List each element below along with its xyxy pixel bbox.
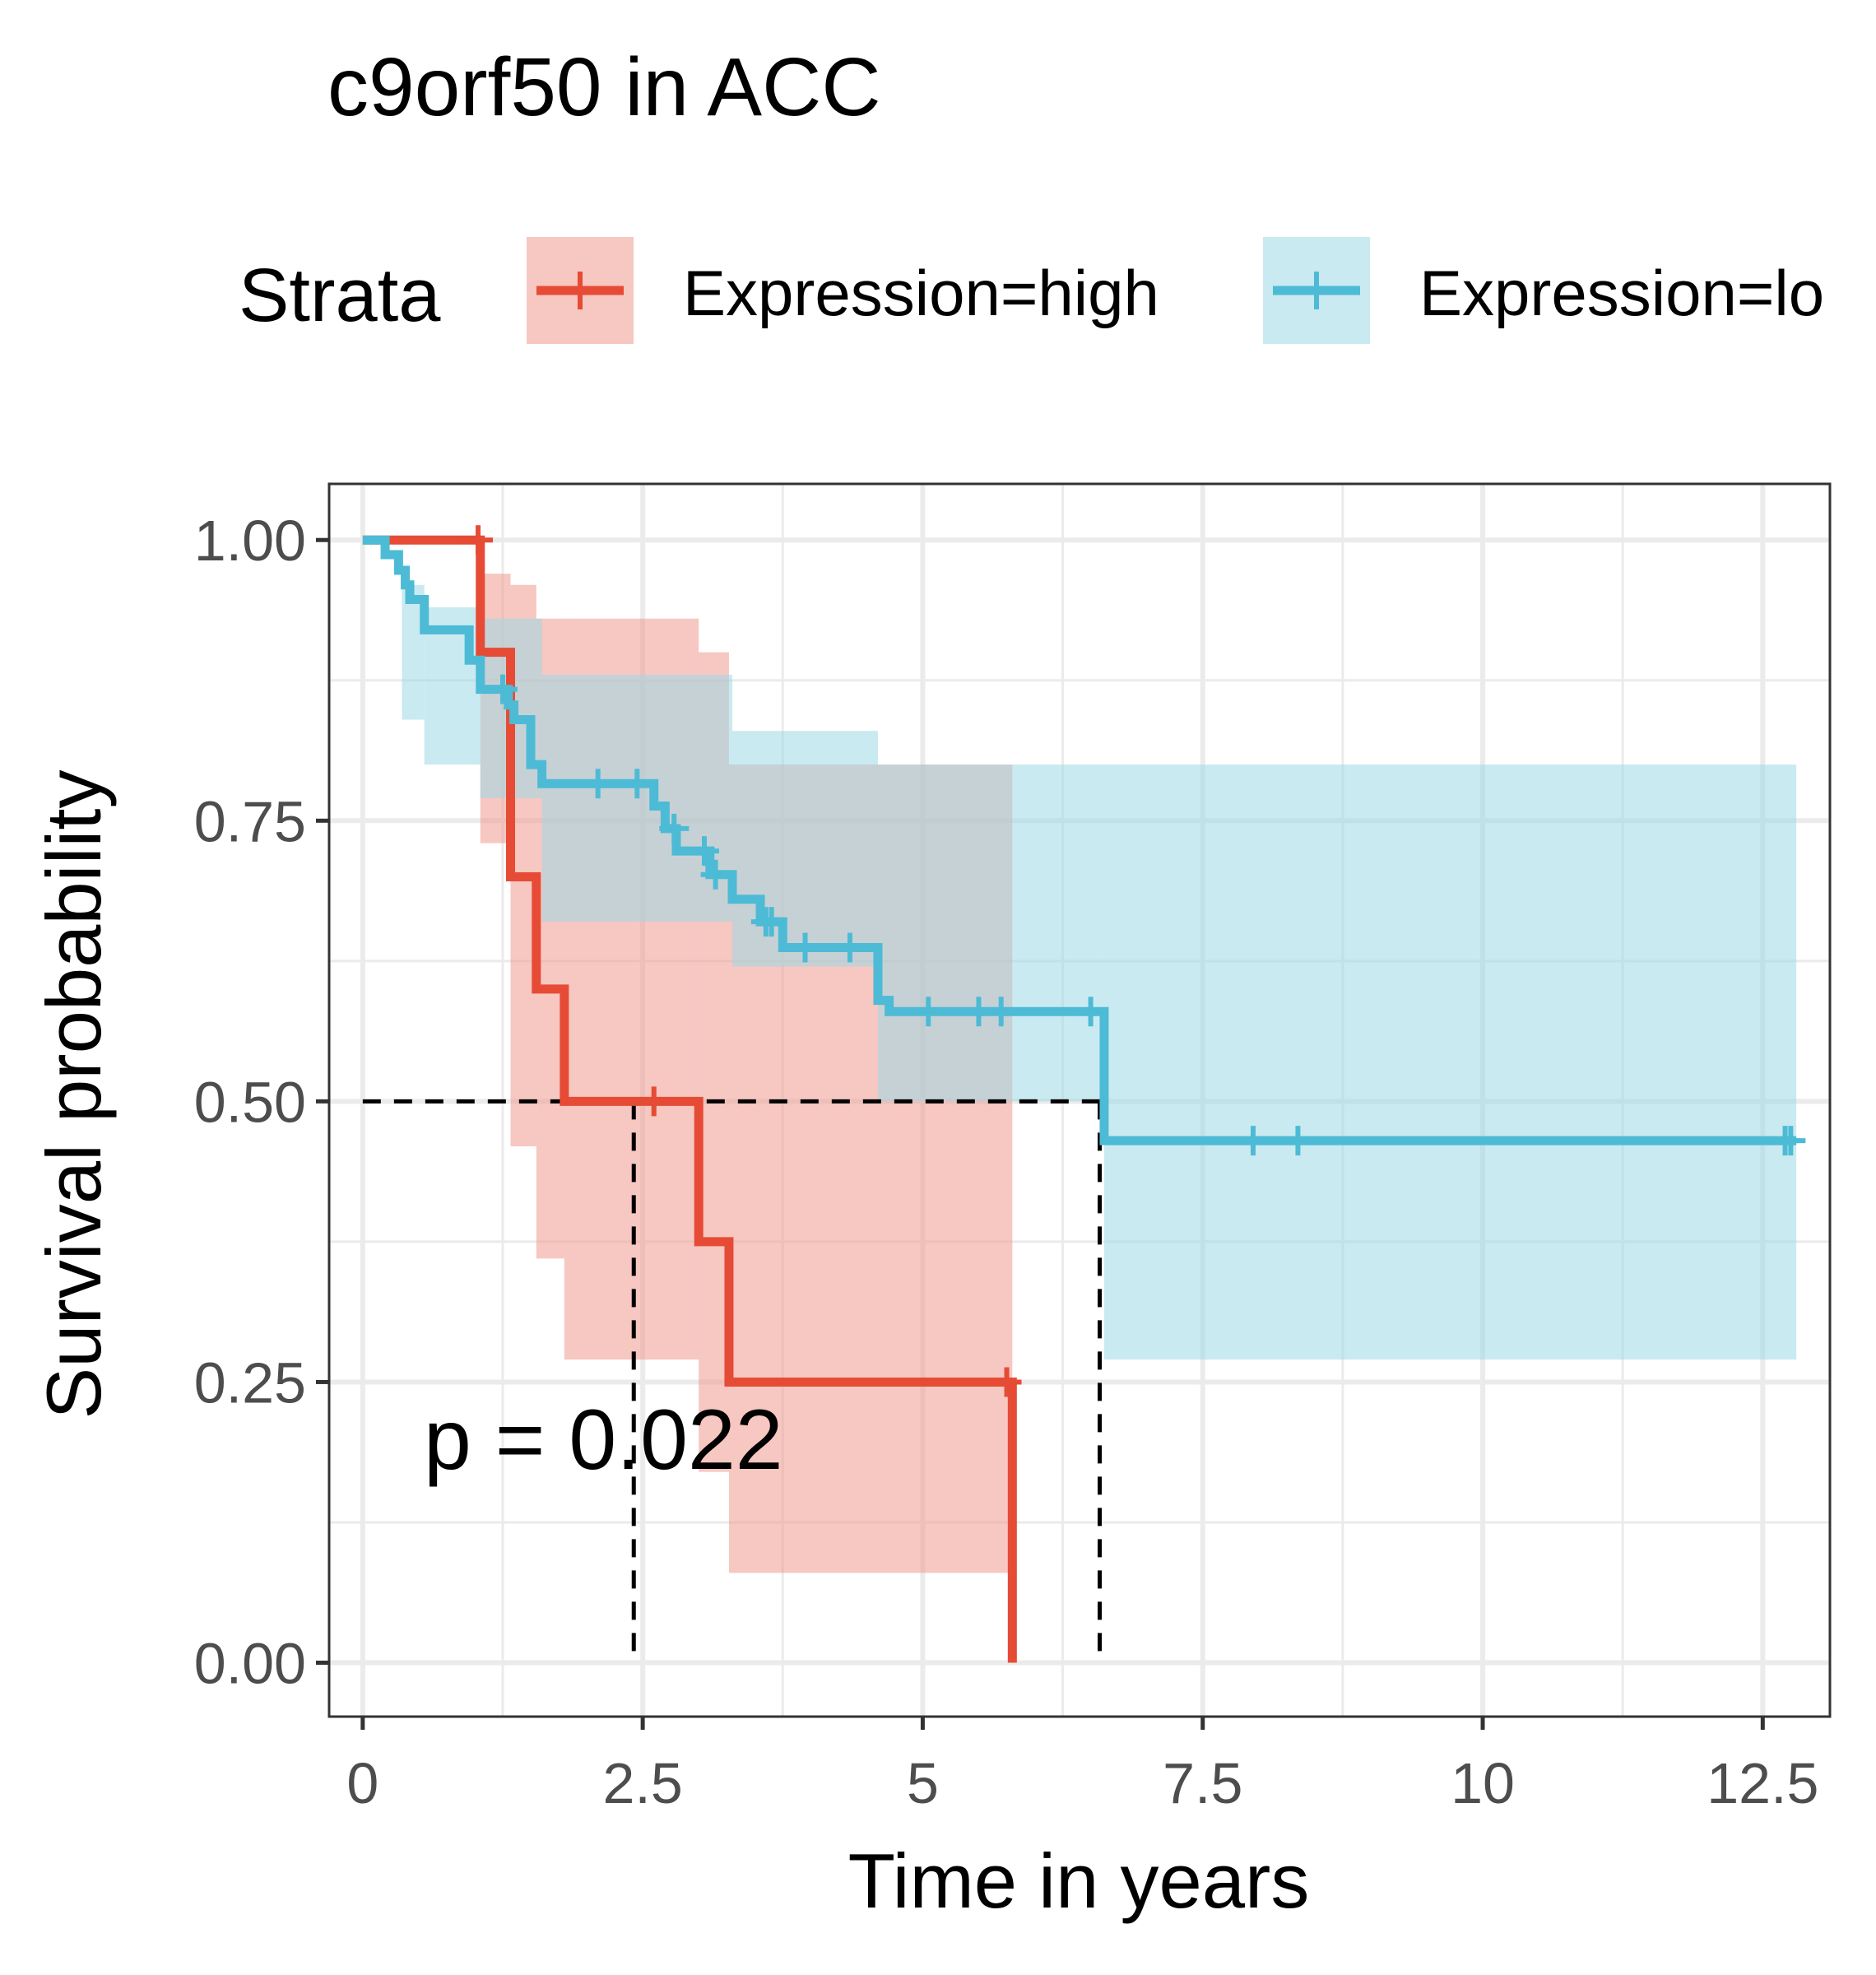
x-tick-label: 10 (1451, 1751, 1515, 1815)
x-tick-label: 2.5 (602, 1751, 682, 1815)
x-tick-label: 0 (346, 1751, 378, 1815)
censor-marks-high (463, 525, 1022, 1397)
y-tick-label: 0.50 (194, 1070, 306, 1134)
x-axis-label: Time in years (848, 1838, 1310, 1924)
confidence-band-segment (732, 731, 878, 967)
x-tick-label: 5 (907, 1751, 939, 1815)
legend-entry-low: Expression=lo (1263, 237, 1824, 344)
y-tick-label: 0.75 (194, 789, 306, 853)
legend-label: Expression=high (683, 257, 1159, 329)
x-tick-label: 7.5 (1163, 1751, 1242, 1815)
legend: Strata Expression=high Expression=lo (239, 237, 1824, 344)
legend-title: Strata (239, 253, 441, 337)
p-value-annotation: p = 0.022 (424, 1392, 783, 1488)
y-tick-label: 0.25 (194, 1350, 306, 1415)
legend-entry-high: Expression=high (527, 237, 1159, 344)
confidence-band-low (402, 584, 1797, 1360)
confidence-band-segment (877, 764, 1104, 1102)
censor-marks-low (487, 674, 1806, 1156)
chart-title: c9orf50 in ACC (327, 41, 881, 133)
x-tick-label: 12.5 (1707, 1751, 1818, 1815)
y-axis-label: Survival probability (30, 770, 117, 1420)
y-tick-label: 1.00 (194, 509, 306, 573)
axes: 0 2.5 5 7.5 10 12.5 0.00 0.25 0.50 0.75 1.00 (194, 509, 1819, 1815)
y-tick-label: 0.00 (194, 1632, 306, 1696)
survival-curve-high (362, 535, 1017, 1663)
legend-label: Expression=lo (1419, 257, 1824, 329)
confidence-band-segment (1103, 764, 1797, 1360)
survival-curve-low (362, 535, 1797, 1146)
